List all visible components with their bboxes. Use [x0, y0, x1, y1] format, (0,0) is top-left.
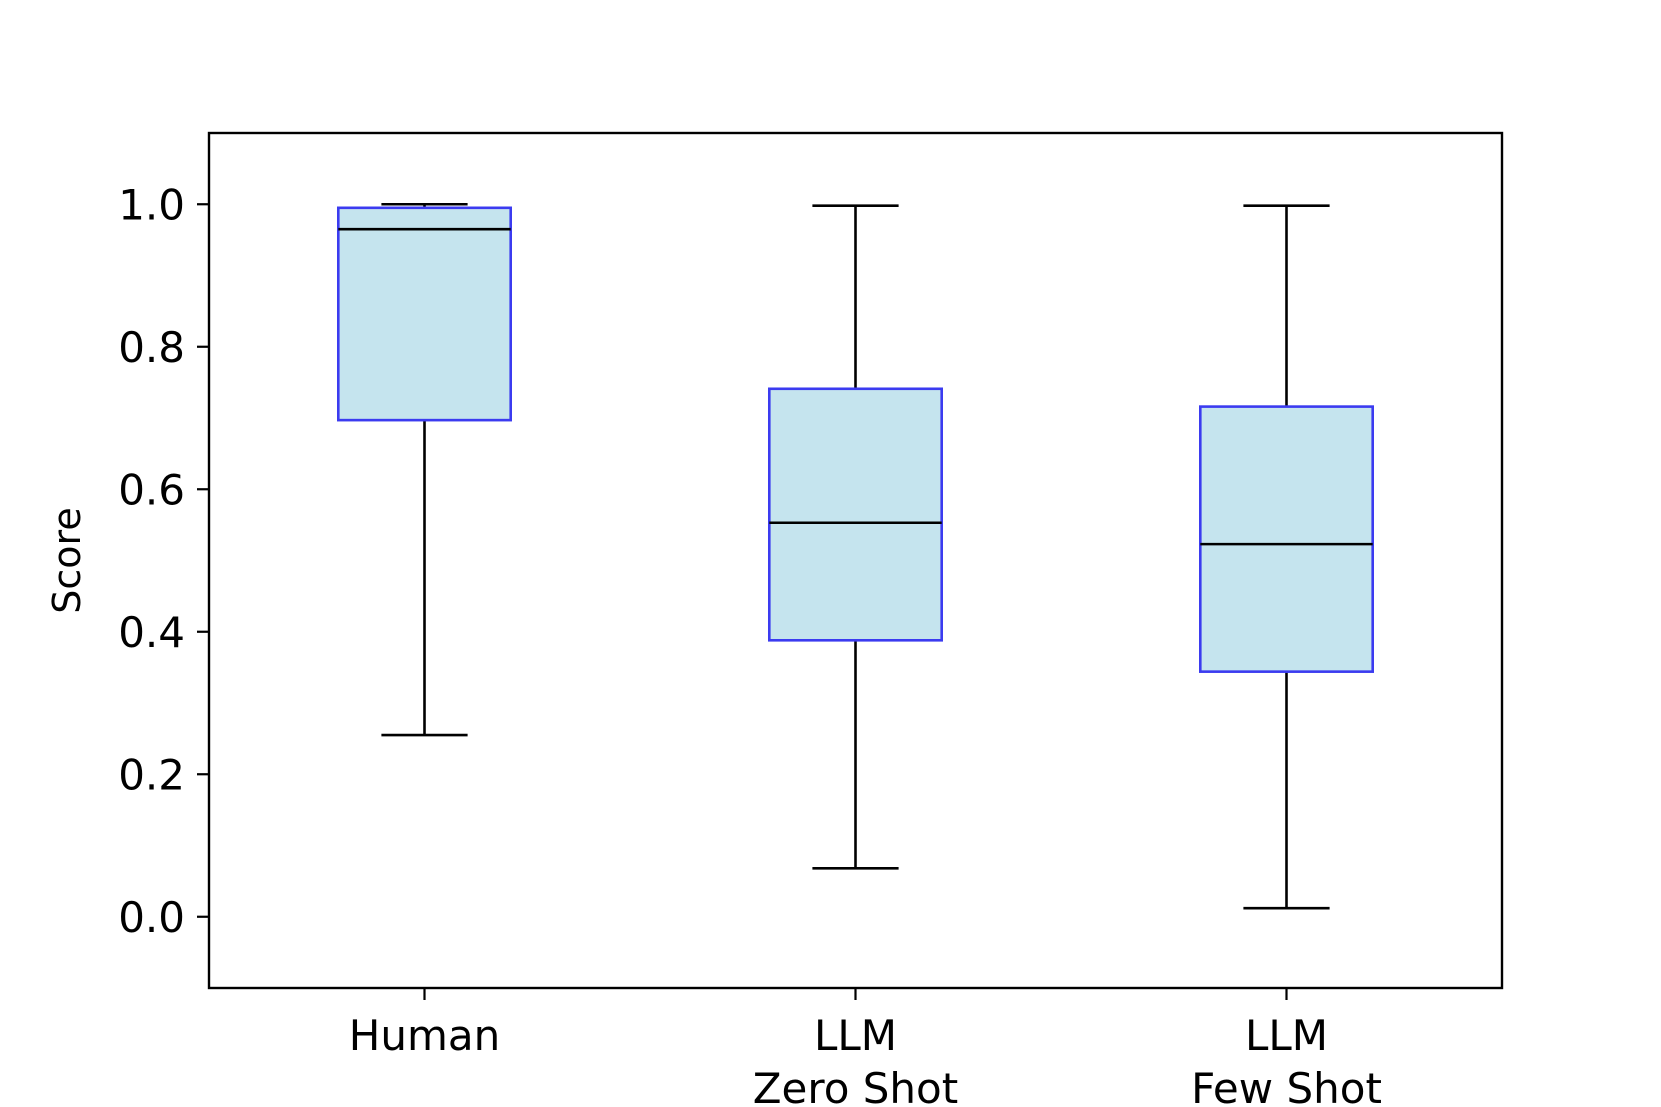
box-group	[336, 202, 512, 737]
y-tick-label: 0.0	[118, 893, 185, 942]
box-group	[767, 204, 943, 870]
x-tick-label-line: LLM	[814, 1011, 897, 1060]
x-tick-label-line: Zero Shot	[753, 1064, 958, 1107]
boxes-layer	[336, 202, 1375, 910]
x-tick-label: LLM Few Shot	[1191, 1011, 1382, 1107]
y-tick-label: 0.6	[118, 465, 185, 514]
y-tick-label: 0.2	[118, 750, 185, 799]
iqr-box	[336, 206, 512, 422]
iqr-box	[767, 387, 943, 642]
iqr-box	[1199, 405, 1375, 673]
box-group	[1199, 204, 1375, 910]
y-tick-label: 1.0	[118, 180, 185, 229]
y-axis-label: Score	[45, 507, 89, 613]
y-tick-label: 0.8	[118, 323, 185, 372]
x-tick-label-line: Few Shot	[1191, 1064, 1382, 1107]
x-tick-label: Human	[349, 1011, 500, 1060]
x-tick-label-line: LLM	[1245, 1011, 1328, 1060]
x-tick-label-line: Human	[349, 1011, 500, 1060]
x-tick-label: LLM Zero Shot	[753, 1011, 958, 1107]
y-tick-label: 0.4	[118, 608, 185, 657]
